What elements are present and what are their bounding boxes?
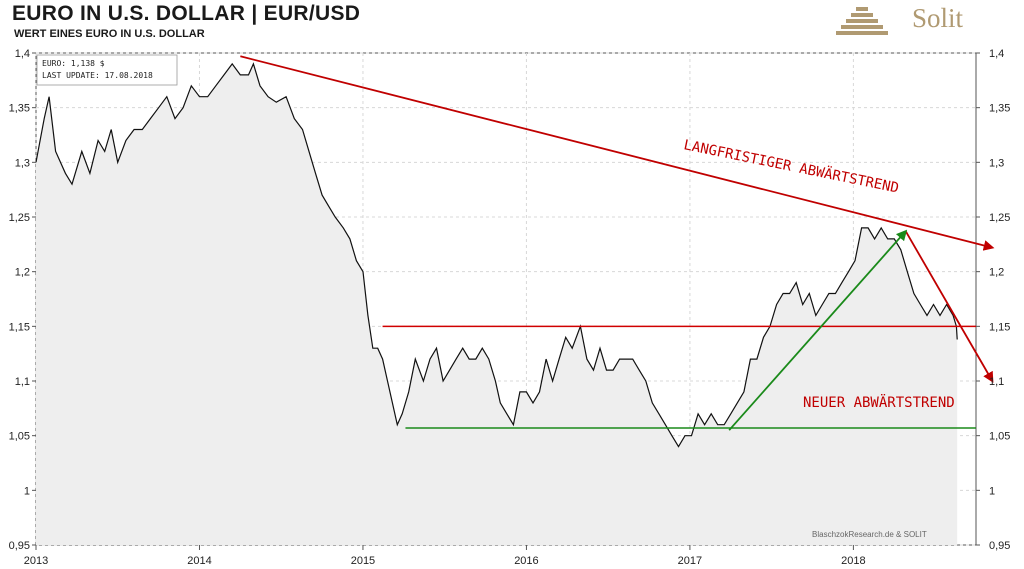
brand-logo-text: Solit	[912, 3, 964, 33]
price-line	[35, 62, 958, 448]
uptrend-line	[728, 229, 908, 431]
trend-lines	[240, 55, 995, 431]
x-tick-label: 2013	[24, 555, 48, 567]
y-tick-label-left: 1,35	[9, 103, 30, 115]
y-tick-label-right: 1,35	[989, 103, 1010, 115]
y-tick-label-left: 1,1	[15, 376, 30, 388]
x-tick-label: 2016	[514, 555, 538, 567]
x-axis: 2013 2014 2015 2016 2017 2018	[24, 545, 866, 567]
x-tick-label: 2015	[351, 555, 375, 567]
y-tick-label-left: 1	[24, 485, 30, 497]
y-tick-label-right: 1,25	[989, 212, 1010, 224]
x-tick-label: 2017	[678, 555, 702, 567]
y-tick-label-right: 1,15	[989, 321, 1010, 333]
chart-title: EURO IN U.S. DOLLAR | EUR/USD	[12, 2, 361, 25]
info-box: EURO: 1,138 $ LAST UPDATE: 17.08.2018	[36, 54, 178, 86]
annotation-new-downtrend: NEUER ABWÄRTSTREND	[803, 393, 955, 411]
y-tick-label-left: 1,05	[9, 431, 30, 443]
chart-credit: BlaschzokResearch.de & SOLIT	[812, 530, 927, 539]
y-tick-label-left: 1,4	[15, 48, 30, 60]
y-tick-label-right: 1,1	[989, 376, 1004, 388]
y-tick-label-left: 1,25	[9, 212, 30, 224]
y-tick-label-right: 1,05	[989, 431, 1010, 443]
price-area	[36, 63, 958, 546]
info-last-update: LAST UPDATE: 17.08.2018	[42, 71, 153, 80]
x-tick-label: 2014	[187, 555, 211, 567]
y-axis-right: 0,95 1 1,05 1,1 1,15 1,2 1,25 1,3 1,35 1,4	[976, 48, 1010, 552]
y-tick-label-left: 1,3	[15, 157, 30, 169]
y-axis-left: 0,95 1 1,05 1,1 1,15 1,2 1,25 1,3 1,35 1,4	[9, 48, 36, 552]
pyramid-icon	[836, 7, 888, 35]
y-tick-label-right: 1,4	[989, 48, 1004, 60]
y-tick-label-right: 0,95	[989, 540, 1010, 552]
info-euro: EURO: 1,138 $	[42, 59, 105, 68]
y-tick-label-left: 0,95	[9, 540, 30, 552]
long-term-downtrend-line	[240, 55, 995, 251]
y-tick-label-left: 1,2	[15, 267, 30, 279]
new-downtrend-line	[904, 230, 994, 383]
chart-subtitle: WERT EINES EURO IN U.S. DOLLAR	[14, 28, 205, 40]
y-tick-label-right: 1,2	[989, 267, 1004, 279]
y-tick-label-right: 1,3	[989, 157, 1004, 169]
y-tick-label-left: 1,15	[9, 321, 30, 333]
y-tick-label-right: 1	[989, 485, 995, 497]
x-tick-label: 2018	[841, 555, 865, 567]
